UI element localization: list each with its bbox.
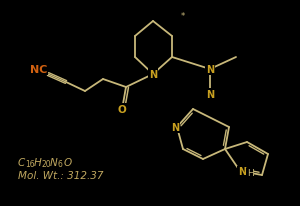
Text: 6: 6 bbox=[58, 160, 63, 169]
Text: 20: 20 bbox=[41, 160, 51, 169]
Text: N: N bbox=[206, 65, 214, 75]
Text: O: O bbox=[118, 104, 126, 115]
Text: 16: 16 bbox=[25, 160, 34, 169]
Text: O: O bbox=[64, 157, 72, 167]
Text: NC: NC bbox=[30, 65, 47, 75]
Text: C: C bbox=[18, 157, 25, 167]
Text: N: N bbox=[50, 157, 58, 167]
Text: H: H bbox=[34, 157, 42, 167]
Text: N: N bbox=[149, 70, 157, 80]
Text: N: N bbox=[171, 122, 179, 132]
Text: H: H bbox=[247, 169, 254, 178]
Text: N: N bbox=[206, 90, 214, 99]
Text: N: N bbox=[238, 166, 246, 176]
Text: *: * bbox=[181, 12, 185, 20]
Text: Mol. Wt.: 312.37: Mol. Wt.: 312.37 bbox=[18, 170, 103, 180]
